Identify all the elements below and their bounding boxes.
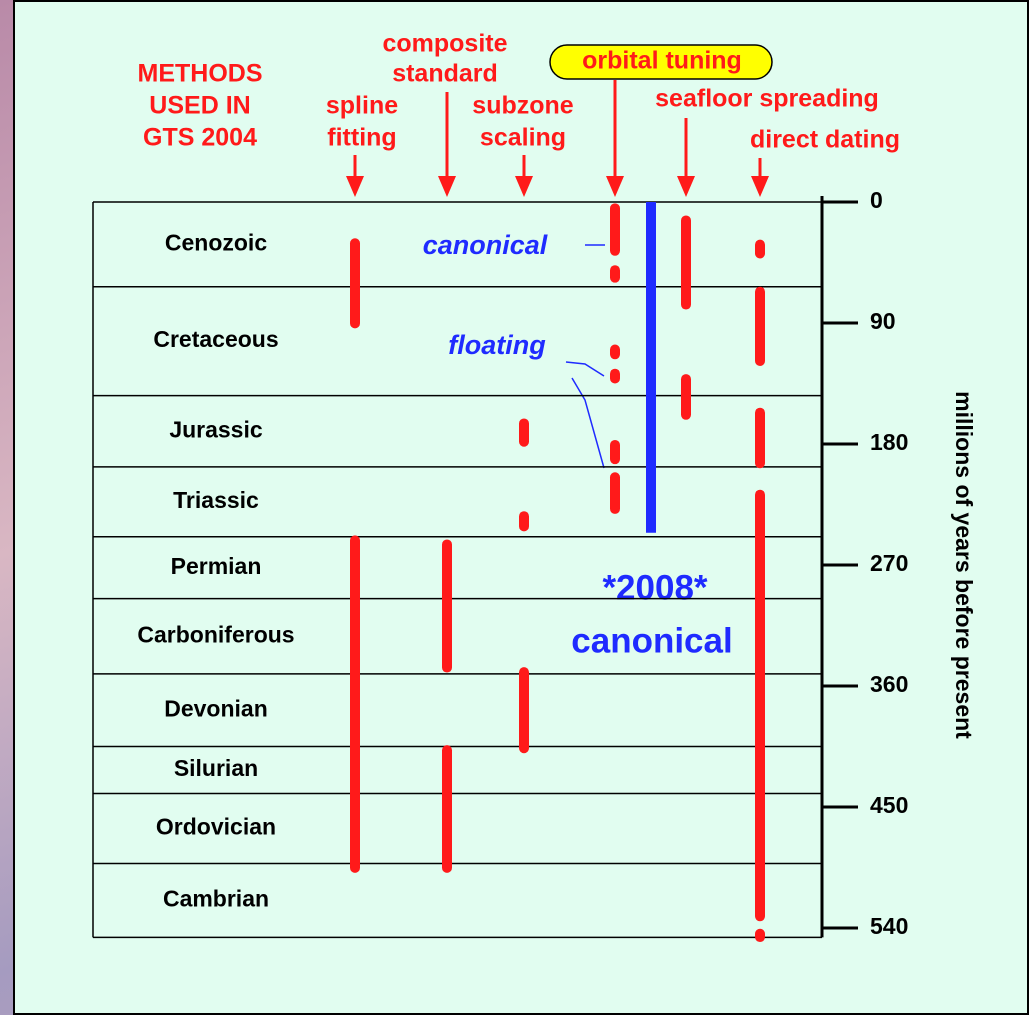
title: METHODS	[138, 60, 263, 88]
period-label: Ordovician	[156, 814, 276, 840]
method-label: subzone	[472, 92, 573, 120]
period-label: Jurassic	[169, 416, 263, 442]
arrow-head	[438, 176, 456, 197]
method-label: spline	[326, 92, 398, 120]
tick-label: 90	[870, 308, 896, 334]
arrow-head	[515, 176, 533, 197]
annotation: canonical	[423, 230, 548, 260]
arrow-head	[606, 176, 624, 197]
axis-label: millions of years before present	[951, 391, 977, 739]
annotation: floating	[448, 330, 546, 360]
method-label: scaling	[480, 124, 566, 152]
arrow-head	[346, 176, 364, 197]
tick-label: 270	[870, 550, 908, 576]
period-label: Cenozoic	[165, 229, 267, 255]
period-label: Silurian	[174, 755, 258, 781]
period-label: Cambrian	[163, 886, 269, 912]
period-label: Permian	[171, 553, 262, 579]
annotation: canonical	[571, 621, 732, 660]
tick-label: 0	[870, 187, 883, 213]
period-label: Devonian	[164, 695, 268, 721]
method-label: composite	[382, 30, 507, 58]
title: USED IN	[149, 92, 250, 120]
method-label: seafloor spreading	[655, 85, 879, 113]
period-label: Triassic	[173, 487, 259, 513]
arrow-head	[751, 176, 769, 197]
highlight-box	[549, 44, 773, 80]
title: GTS 2004	[143, 124, 257, 152]
tick-label: 360	[870, 671, 908, 697]
leader-line	[571, 377, 605, 469]
period-label: Cretaceous	[153, 326, 278, 352]
method-label: orbital tuning	[582, 47, 742, 75]
leader-line	[565, 361, 605, 377]
tick-label: 450	[870, 792, 908, 818]
method-label: standard	[392, 60, 498, 88]
annotation: *2008*	[602, 568, 707, 607]
tick-label: 540	[870, 913, 908, 939]
tick-label: 180	[870, 429, 908, 455]
method-label: fitting	[327, 124, 396, 152]
period-label: Carboniferous	[137, 621, 294, 647]
method-label: direct dating	[750, 126, 900, 154]
arrow-head	[677, 176, 695, 197]
panel	[13, 0, 1029, 1015]
